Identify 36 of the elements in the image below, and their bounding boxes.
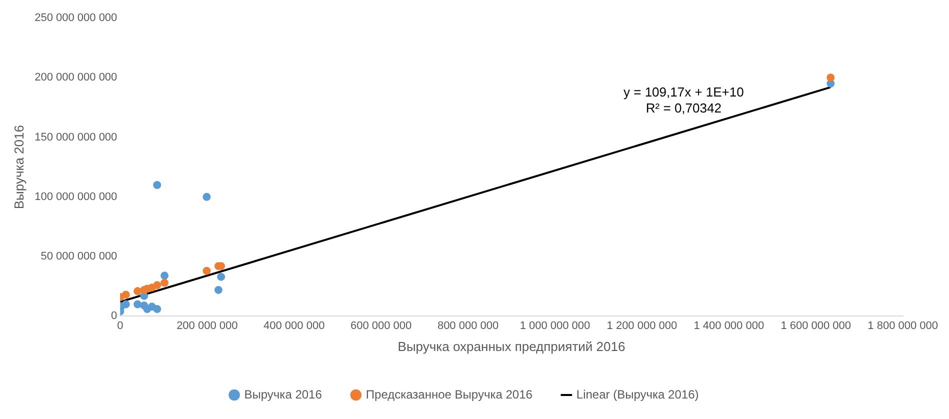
- x-tick-label: 200 000 000: [176, 320, 238, 332]
- legend-label: Linear (Выручка 2016): [576, 387, 699, 402]
- x-tick-label: 1 400 000 000: [694, 320, 764, 332]
- x-tick-label: 800 000 000: [437, 320, 499, 332]
- point: [160, 278, 169, 287]
- point: [214, 286, 222, 294]
- y-tick-label: 0: [111, 310, 118, 322]
- point: [217, 272, 226, 281]
- y-axis-title: Выручка 2016: [11, 125, 26, 210]
- x-tick-label: 1 000 000 000: [520, 320, 590, 332]
- point: [160, 272, 169, 280]
- y-tick-label: 150 000 000 000: [34, 131, 118, 144]
- point: [153, 305, 162, 314]
- y-tick-label: 50 000 000 000: [40, 250, 118, 263]
- y-tick-label: 250 000 000 000: [34, 12, 118, 24]
- legend-label: Выручка 2016: [244, 387, 322, 402]
- y-tick-label: 200 000 000 000: [34, 72, 118, 84]
- point: [153, 281, 162, 290]
- point: [202, 192, 211, 201]
- x-tick-label: 1 200 000 000: [606, 320, 678, 332]
- x-tick-label: 1 600 000 000: [780, 320, 852, 332]
- x-axis-title: Выручка охранных предприятий 2016: [398, 338, 626, 354]
- point: [122, 290, 130, 299]
- point: [153, 180, 162, 189]
- x-tick-label: 400 000 000: [264, 320, 325, 332]
- point: [826, 74, 835, 82]
- annotation: y = 109,17x + 1E+10: [624, 84, 744, 100]
- point: [122, 300, 130, 308]
- x-tick-label: 1 800 000 000: [868, 320, 938, 332]
- point: [134, 300, 142, 308]
- annotation: R² = 0,70342: [646, 100, 722, 116]
- x-tick-label: 600 000 000: [350, 320, 412, 332]
- point: [202, 266, 211, 275]
- legend-label: Предсказанное Выручка 2016: [366, 387, 533, 402]
- point: [134, 287, 142, 296]
- y-tick-label: 100 000 000 000: [34, 190, 118, 203]
